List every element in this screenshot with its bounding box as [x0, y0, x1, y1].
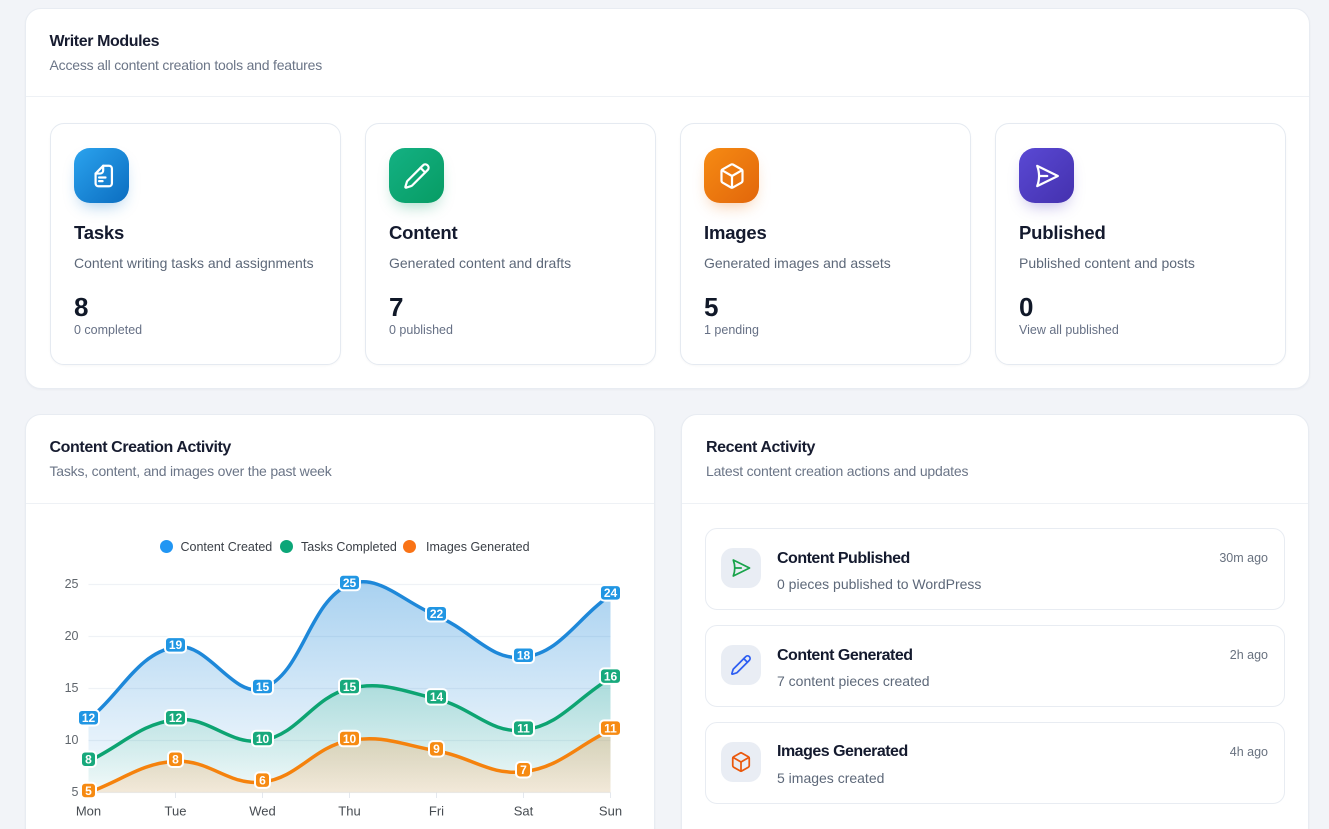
- svg-text:25: 25: [64, 577, 78, 591]
- svg-text:Sat: Sat: [513, 803, 533, 818]
- svg-text:15: 15: [255, 680, 269, 694]
- svg-text:8: 8: [172, 753, 179, 767]
- svg-text:10: 10: [64, 733, 78, 747]
- svg-text:16: 16: [603, 669, 617, 683]
- svg-text:Mon: Mon: [75, 803, 100, 818]
- svg-text:12: 12: [168, 711, 182, 725]
- svg-text:19: 19: [168, 638, 182, 652]
- svg-text:22: 22: [429, 607, 443, 621]
- svg-text:15: 15: [342, 680, 356, 694]
- svg-text:11: 11: [604, 721, 617, 735]
- svg-text:Thu: Thu: [338, 803, 360, 818]
- svg-text:11: 11: [517, 721, 530, 735]
- svg-text:25: 25: [342, 576, 356, 590]
- svg-text:6: 6: [259, 773, 266, 787]
- svg-text:Content Created: Content Created: [180, 540, 272, 554]
- svg-text:24: 24: [603, 586, 617, 600]
- svg-text:9: 9: [433, 742, 440, 756]
- svg-text:20: 20: [64, 629, 78, 643]
- svg-text:5: 5: [85, 784, 92, 798]
- svg-text:12: 12: [81, 711, 95, 725]
- svg-text:Sun: Sun: [598, 803, 621, 818]
- svg-text:Tue: Tue: [164, 803, 186, 818]
- svg-text:8: 8: [85, 753, 92, 767]
- svg-text:15: 15: [64, 681, 78, 695]
- svg-text:5: 5: [71, 785, 78, 799]
- svg-text:Images Generated: Images Generated: [426, 540, 530, 554]
- svg-text:Wed: Wed: [249, 803, 276, 818]
- svg-text:14: 14: [429, 690, 443, 704]
- svg-text:18: 18: [516, 649, 530, 663]
- svg-text:Fri: Fri: [428, 803, 443, 818]
- svg-text:Tasks Completed: Tasks Completed: [301, 540, 397, 554]
- svg-text:7: 7: [520, 763, 527, 777]
- svg-text:10: 10: [342, 732, 356, 746]
- svg-text:10: 10: [255, 732, 269, 746]
